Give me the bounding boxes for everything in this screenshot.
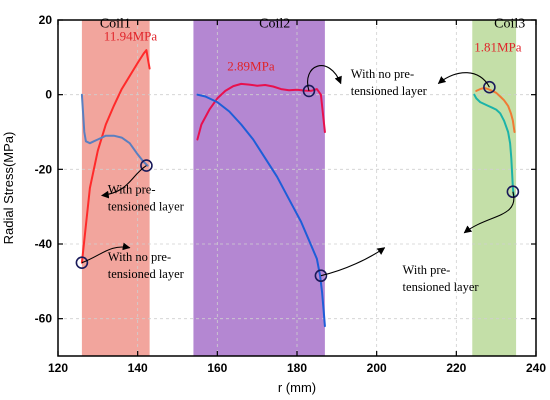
annotation-text-3: With no pre-tensioned layer	[351, 67, 428, 98]
point-marker-2	[140, 159, 153, 172]
region-label-7: Coil3	[494, 16, 525, 31]
y-tick-label: 20	[39, 13, 53, 27]
y-tick-label: -60	[35, 312, 53, 326]
point-marker-4	[314, 269, 328, 283]
annotation-text-4: With pre-tensioned layer	[403, 263, 480, 294]
region-label-5: Coil1	[100, 16, 131, 31]
y-tick-label: -40	[35, 237, 53, 251]
annotations: 11.94MPa 2.89MPa 1.81MPa With pre-tensioned…	[100, 16, 525, 293]
point-marker-3	[302, 84, 316, 98]
point-marker-6	[506, 185, 520, 199]
series-line-1	[80, 49, 151, 264]
coil-region-2	[193, 20, 325, 356]
point-marker-5	[483, 80, 496, 94]
series-line-6	[473, 93, 515, 197]
y-axis-title: Radial Stress(MPa)	[1, 132, 16, 245]
x-tick-label: 220	[446, 361, 466, 375]
peak-label-2: 2.89MPa	[227, 58, 275, 73]
y-tick-label: -20	[35, 162, 53, 176]
annotation-arrow-1	[101, 165, 147, 199]
annotation-text-1: With pre-tensioned layer	[108, 183, 185, 214]
x-tick-label: 180	[287, 361, 307, 375]
x-axis-title: r (mm)	[278, 380, 316, 395]
x-tick-label: 160	[207, 361, 227, 375]
annotation-arrow-5	[437, 72, 490, 88]
ticks: 120 140 160 180 200 220 240 -60 -40 -20 0 20	[35, 13, 547, 375]
x-tick-label: 200	[367, 361, 387, 375]
point-marker-1	[75, 256, 89, 269]
grid	[58, 20, 536, 356]
x-tick-label: 240	[526, 361, 546, 375]
annotation-arrow-2	[81, 242, 131, 264]
peak-label-1: 11.94MPa	[104, 29, 158, 44]
annotation-arrow-6	[463, 191, 515, 234]
markers	[75, 80, 520, 283]
annotation-text-2: With no pre-tensioned layer	[108, 250, 185, 281]
annotation-arrow-3	[307, 65, 342, 92]
y-tick-label: 0	[45, 88, 52, 102]
x-tick-label: 140	[128, 361, 148, 375]
region-label-6: Coil2	[259, 16, 290, 31]
annotation-arrows	[81, 65, 515, 277]
coil-region-1	[81, 20, 150, 356]
series-line-3	[196, 82, 326, 141]
series-line-2	[80, 93, 149, 167]
x-tick-label: 120	[48, 361, 68, 375]
peak-label-3: 1.81MPa	[474, 40, 522, 55]
annotation-arrow-4	[320, 247, 386, 277]
